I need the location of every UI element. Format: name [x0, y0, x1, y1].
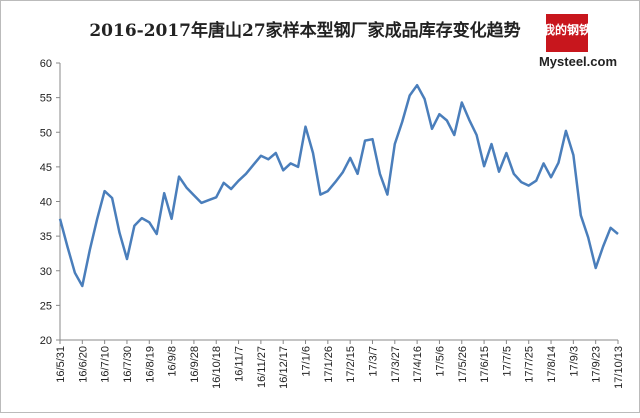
x-tick-label: 16/8/19: [144, 346, 156, 383]
y-tick-label: 45: [40, 162, 52, 174]
x-tick-label: 17/9/23: [591, 346, 603, 383]
y-tick-label: 40: [40, 197, 52, 209]
x-tick-label: 17/7/25: [524, 346, 536, 383]
x-tick-label: 16/9/8: [167, 346, 179, 377]
x-tick-label: 16/7/10: [100, 346, 112, 383]
x-tick-label: 17/5/26: [457, 346, 469, 383]
x-tick-label: 17/10/13: [613, 346, 625, 389]
x-tick-label: 17/2/15: [345, 346, 357, 383]
line-series: [58, 83, 619, 288]
x-tick-label: 17/3/27: [390, 346, 402, 383]
x-tick-label: 17/4/16: [412, 346, 424, 383]
y-tick-label: 55: [40, 93, 52, 105]
logo-site: Mysteel.com: [539, 54, 617, 69]
y-tick-label: 20: [40, 335, 52, 347]
x-tick-label: 17/1/6: [301, 346, 313, 377]
x-tick-label: 16/6/20: [77, 346, 89, 383]
y-tick-label: 30: [40, 266, 52, 278]
logo-box: [546, 14, 588, 52]
y-tick-label: 60: [40, 58, 52, 70]
x-tick-label: 16/5/31: [55, 346, 67, 383]
x-tick-label: 16/10/18: [211, 346, 223, 389]
x-tick-label: 17/6/15: [479, 346, 491, 383]
x-tick-label: 16/11/27: [256, 346, 268, 388]
x-tick-label: 16/12/17: [278, 346, 290, 389]
x-tick-label: 17/8/14: [546, 346, 558, 383]
x-tick-label: 16/11/7: [234, 346, 246, 382]
y-tick-label: 35: [40, 231, 52, 243]
x-tick-label: 17/7/5: [501, 346, 513, 377]
x-tick-label: 16/9/28: [189, 346, 201, 383]
x-tick-label: 17/1/26: [323, 346, 335, 383]
x-tick-label: 17/3/7: [367, 346, 379, 377]
y-tick-label: 50: [40, 127, 52, 139]
x-tick-label: 16/7/30: [122, 346, 134, 383]
logo-text: 我的钢铁: [543, 22, 591, 37]
chart-title: 2016-2017年唐山27家样本型钢厂家成品库存变化趋势: [89, 20, 520, 41]
x-tick-label: 17/9/3: [568, 346, 580, 377]
x-tick-label: 17/5/6: [434, 346, 446, 377]
y-tick-label: 25: [40, 300, 52, 312]
